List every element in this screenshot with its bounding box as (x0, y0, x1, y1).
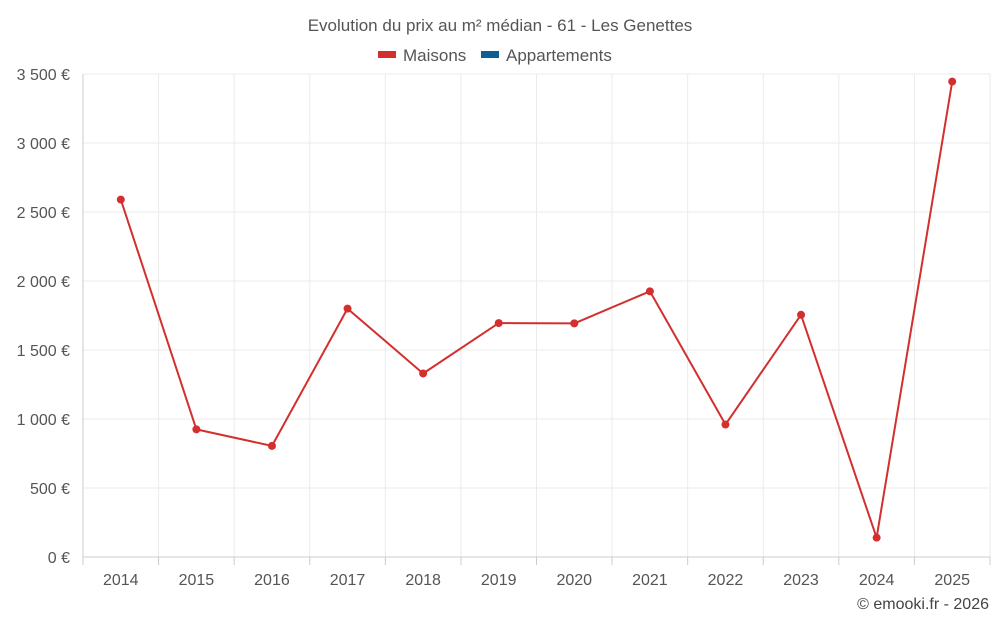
grid (83, 73, 991, 557)
legend-label-maisons: Maisons (403, 46, 466, 65)
x-tick-label: 2022 (708, 572, 744, 589)
series-maisons (116, 77, 957, 542)
x-tick-label: 2024 (859, 572, 895, 589)
data-point[interactable] (645, 287, 654, 296)
credit-text: © emooki.fr - 2026 (857, 596, 989, 613)
legend-swatch-appartements (481, 51, 499, 58)
x-tick-label: 2023 (783, 572, 819, 589)
data-point[interactable] (872, 533, 881, 542)
y-tick-label: 0 € (48, 550, 70, 567)
y-tick-label: 500 € (30, 481, 70, 498)
x-tick-label: 2020 (556, 572, 592, 589)
legend-item-maisons[interactable]: Maisons (378, 46, 466, 65)
x-tick-label: 2025 (934, 572, 970, 589)
y-tick-label: 1 500 € (17, 343, 70, 360)
y-tick-label: 1 000 € (17, 412, 70, 429)
x-tick-label: 2019 (481, 572, 517, 589)
series-line (119, 81, 954, 539)
legend-item-appartements[interactable]: Appartements (481, 46, 612, 65)
data-point[interactable] (116, 195, 125, 204)
y-tick-label: 3 500 € (17, 67, 70, 84)
legend: Maisons Appartements (378, 46, 612, 65)
data-point[interactable] (192, 425, 201, 434)
legend-label-appartements: Appartements (506, 46, 612, 65)
data-point[interactable] (343, 304, 352, 313)
data-point[interactable] (797, 310, 806, 319)
x-tick-label: 2014 (103, 572, 139, 589)
data-point[interactable] (721, 420, 730, 429)
chart-title: Evolution du prix au m² médian - 61 - Le… (308, 16, 693, 35)
data-point[interactable] (570, 319, 579, 328)
x-tick-label: 2017 (330, 572, 366, 589)
axes: 0 € 500 € 1 000 € 1 500 € 2 000 € 2 500 € 3 00… (17, 67, 991, 589)
y-tick-label: 2 000 € (17, 274, 70, 291)
x-tick-label: 2018 (405, 572, 441, 589)
data-point[interactable] (494, 319, 503, 328)
x-tick-label: 2021 (632, 572, 668, 589)
data-point[interactable] (419, 369, 428, 378)
y-tick-label: 2 500 € (17, 205, 70, 222)
data-point[interactable] (948, 77, 957, 86)
x-tick-label: 2015 (179, 572, 215, 589)
data-point[interactable] (267, 441, 276, 450)
x-tick-label: 2016 (254, 572, 290, 589)
y-tick-label: 3 000 € (17, 136, 70, 153)
legend-swatch-maisons (378, 51, 396, 58)
